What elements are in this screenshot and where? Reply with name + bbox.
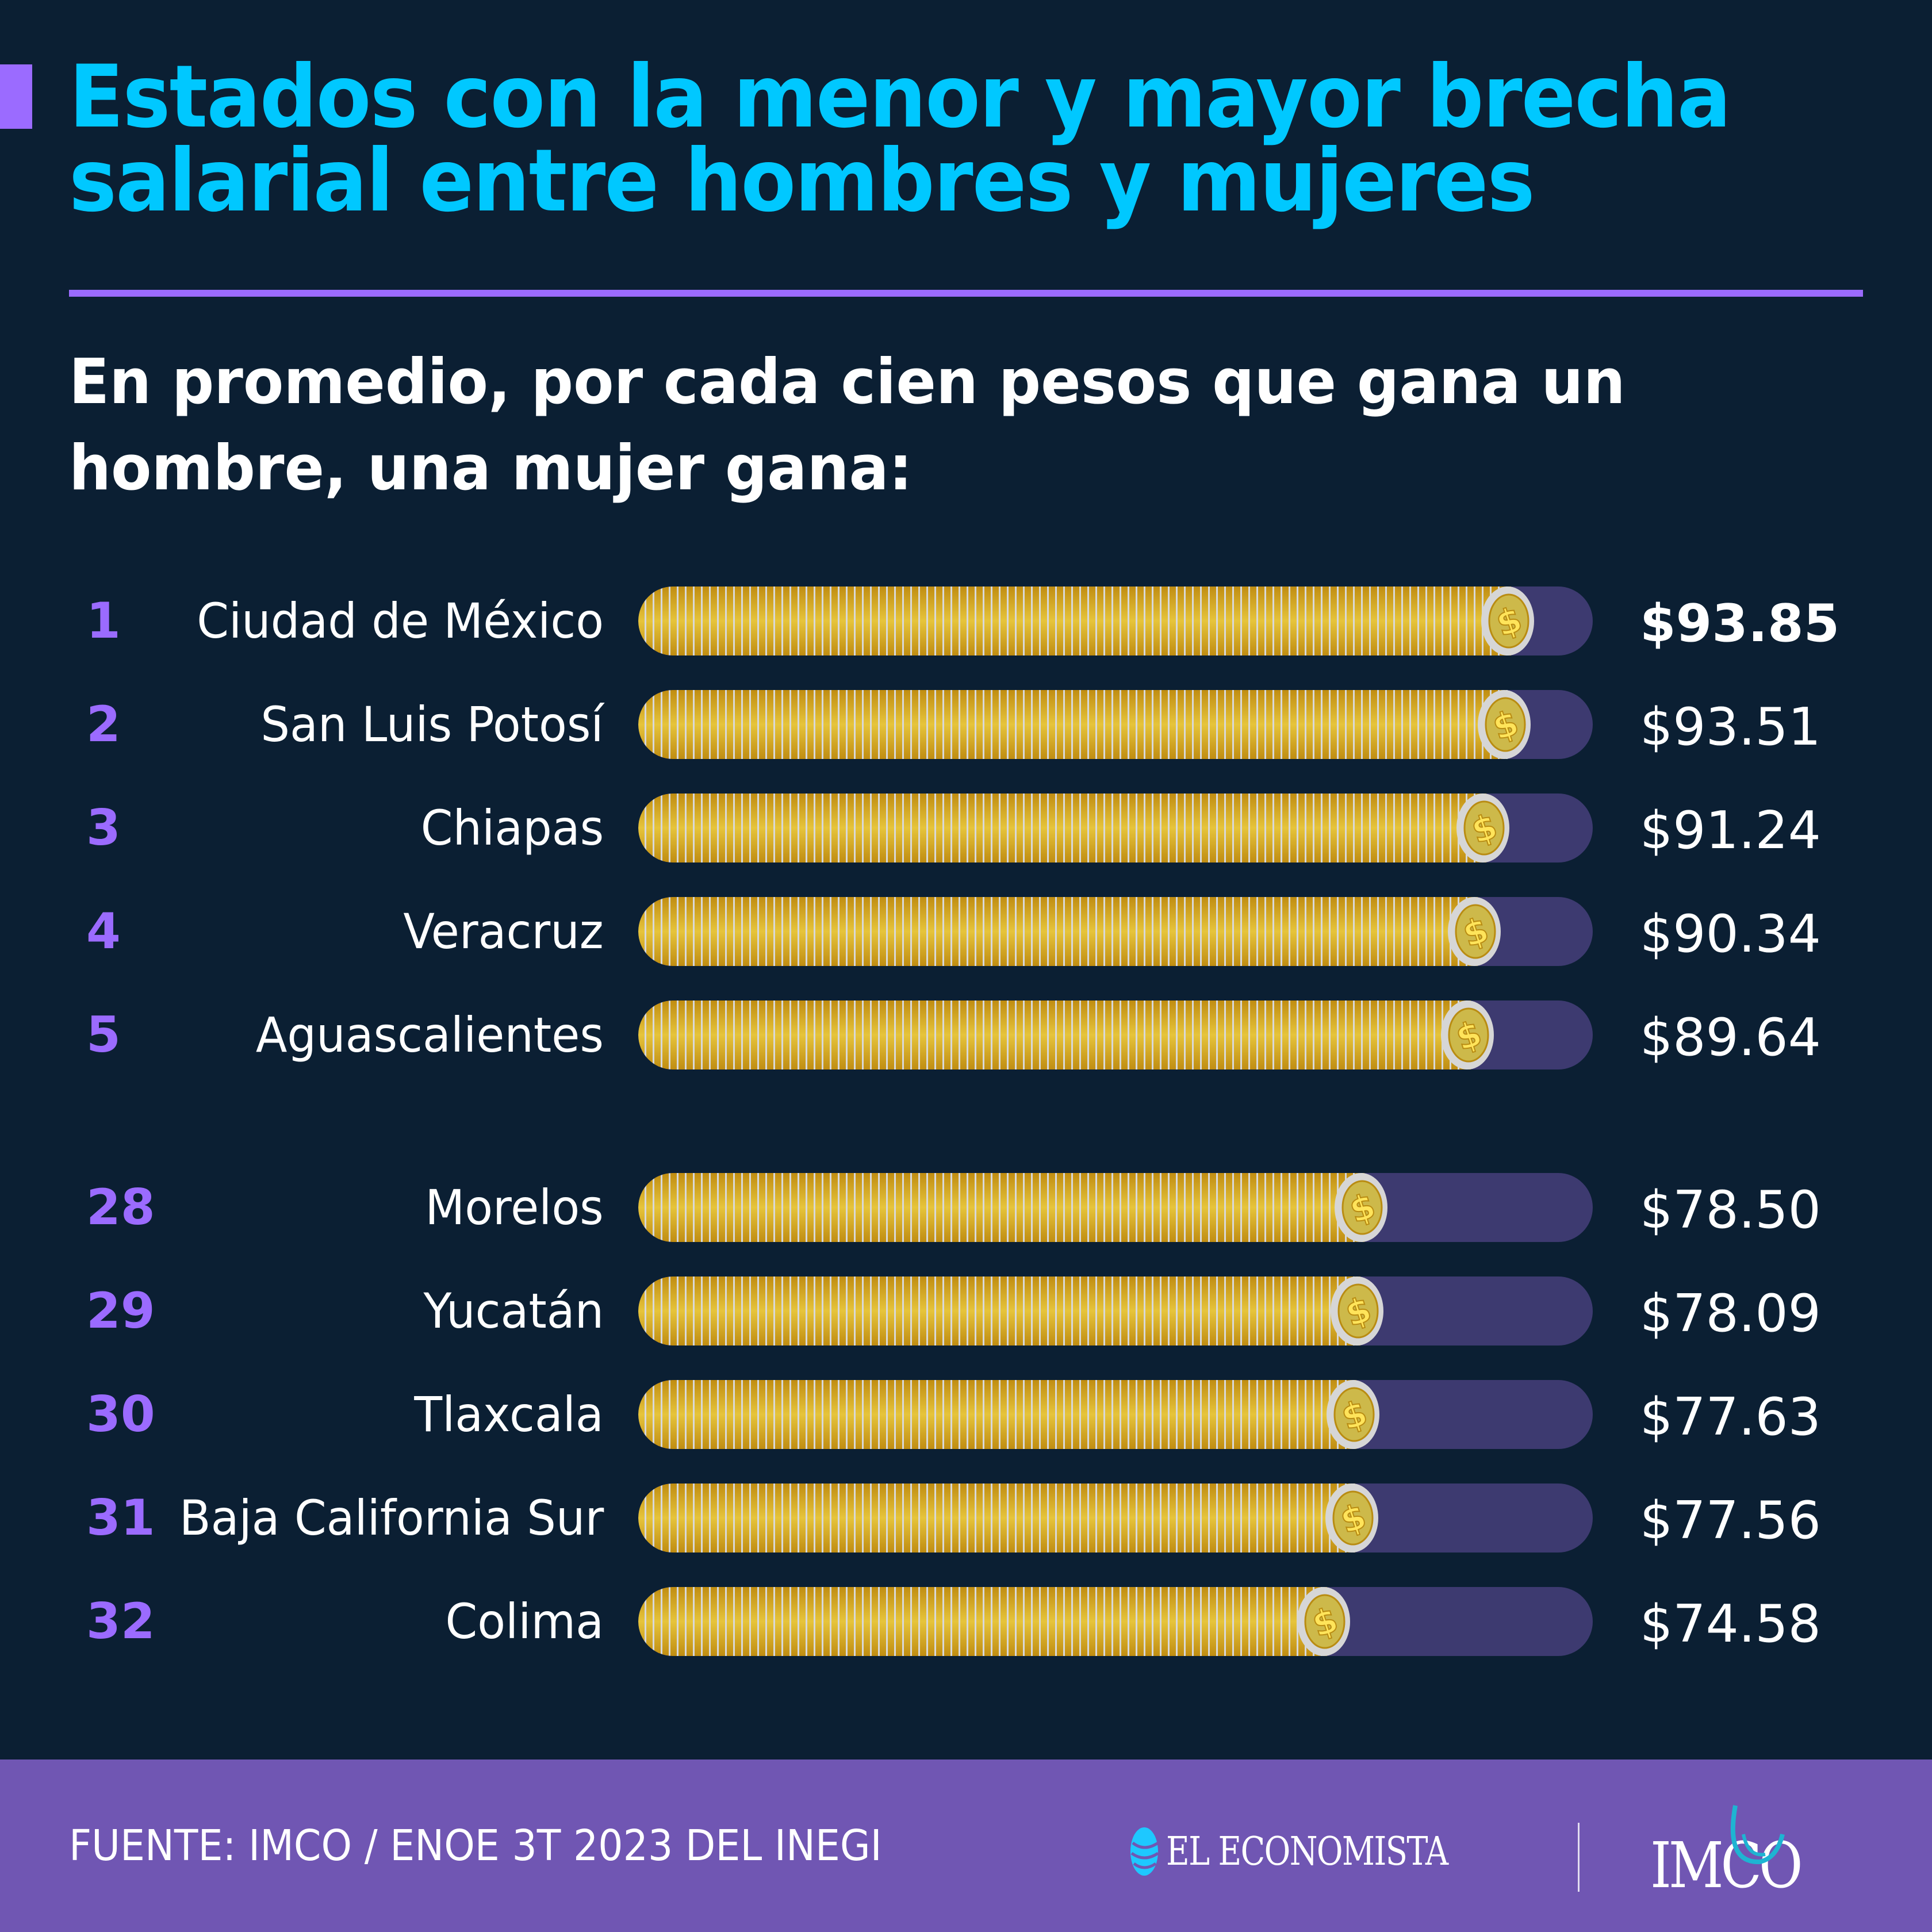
coin-icon: $ (1331, 1276, 1383, 1346)
rank-label: 3 (86, 799, 121, 857)
bar-fill (638, 1380, 1356, 1449)
state-label: Morelos (425, 1179, 604, 1236)
globe-icon (1130, 1827, 1159, 1876)
state-label: Aguascalientes (255, 1007, 604, 1063)
rank-label: 29 (86, 1282, 155, 1340)
state-label: San Luis Potosí (260, 696, 604, 753)
coin-icon: $ (1478, 690, 1531, 759)
imco-wordmark: IMCO (1650, 1828, 1803, 1902)
bar-track: $ (638, 1380, 1593, 1449)
rank-label: 5 (86, 1006, 121, 1064)
source-note: FUENTE: IMCO / ENOE 3T 2023 DEL INEGI (69, 1821, 882, 1870)
bar-row: 32 Colima $ $74.58 (0, 1587, 1932, 1656)
rank-label: 4 (86, 903, 121, 960)
bar-track: $ (638, 586, 1593, 656)
rank-label: 32 (86, 1593, 155, 1650)
coin-icon: $ (1441, 1000, 1494, 1070)
coin-icon: $ (1448, 897, 1501, 966)
logo-divider (1578, 1823, 1580, 1892)
bar-row: 1 Ciudad de México $ $93.85 (0, 586, 1932, 656)
state-label: Veracruz (403, 903, 604, 960)
bar-track: $ (638, 897, 1593, 966)
value-label: $77.56 (1640, 1490, 1821, 1551)
value-label: $78.09 (1640, 1283, 1821, 1344)
bar-track: $ (638, 1276, 1593, 1346)
value-label: $77.63 (1640, 1387, 1821, 1447)
title-accent-block (0, 64, 32, 129)
bar-fill (638, 1587, 1327, 1656)
swoosh-icon (1730, 1805, 1785, 1865)
coin-icon: $ (1481, 586, 1534, 656)
coin-icon: $ (1297, 1587, 1350, 1656)
bar-fill (638, 1173, 1364, 1242)
bar-track: $ (638, 793, 1593, 862)
el-economista-logo: EL ECONOMISTA (1128, 1826, 1509, 1877)
bar-track: $ (638, 690, 1593, 759)
title-divider (69, 290, 1863, 297)
state-label: Yucatán (423, 1283, 604, 1339)
value-label: $90.34 (1640, 904, 1821, 964)
bar-fill (638, 897, 1478, 966)
coin-icon: $ (1456, 793, 1509, 862)
rank-label: 2 (86, 696, 121, 753)
rank-label: 31 (86, 1489, 155, 1547)
rank-label: 28 (86, 1179, 155, 1236)
coin-icon: $ (1325, 1483, 1378, 1552)
value-label: $78.50 (1640, 1180, 1821, 1240)
bar-fill (638, 690, 1508, 759)
page-title: Estados con la menor y mayor brecha sala… (69, 47, 1731, 231)
el-economista-wordmark: EL ECONOMISTA (1166, 1828, 1448, 1874)
coin-icon: $ (1335, 1173, 1387, 1242)
bar-fill (638, 1483, 1355, 1552)
bar-row: 30 Tlaxcala $ $77.63 (0, 1380, 1932, 1449)
state-label: Ciudad de México (197, 593, 604, 649)
bar-row: 3 Chiapas $ $91.24 (0, 793, 1932, 862)
bar-track: $ (638, 1173, 1593, 1242)
footer: FUENTE: IMCO / ENOE 3T 2023 DEL INEGI EL… (0, 1759, 1932, 1932)
state-label: Baja California Sur (179, 1490, 604, 1546)
value-label: $89.64 (1640, 1007, 1821, 1068)
bar-row: 5 Aguascalientes $ $89.64 (0, 1000, 1932, 1070)
bar-fill (638, 1000, 1471, 1070)
state-label: Tlaxcala (414, 1386, 604, 1443)
bar-fill (638, 586, 1511, 656)
value-label: $93.51 (1640, 697, 1821, 757)
value-label: $74.58 (1640, 1594, 1821, 1654)
rank-label: 1 (86, 592, 121, 650)
bar-track: $ (638, 1587, 1593, 1656)
page-subtitle: En promedio, por cada cien pesos que gan… (69, 346, 1626, 504)
bar-row: 29 Yucatán $ $78.09 (0, 1276, 1932, 1346)
bar-track: $ (638, 1483, 1593, 1552)
bar-row: 31 Baja California Sur $ $77.56 (0, 1483, 1932, 1552)
bar-row: 28 Morelos $ $78.50 (0, 1173, 1932, 1242)
bar-track: $ (638, 1000, 1593, 1070)
bar-row: 2 San Luis Potosí $ $93.51 (0, 690, 1932, 759)
rank-label: 30 (86, 1386, 155, 1443)
value-label: $93.85 (1640, 593, 1840, 654)
bar-fill (638, 1276, 1360, 1346)
value-label: $91.24 (1640, 800, 1821, 861)
bar-row: 4 Veracruz $ $90.34 (0, 897, 1932, 966)
state-label: Colima (445, 1593, 604, 1650)
bar-fill (638, 793, 1486, 862)
state-label: Chiapas (420, 800, 604, 856)
coin-icon: $ (1327, 1380, 1379, 1449)
